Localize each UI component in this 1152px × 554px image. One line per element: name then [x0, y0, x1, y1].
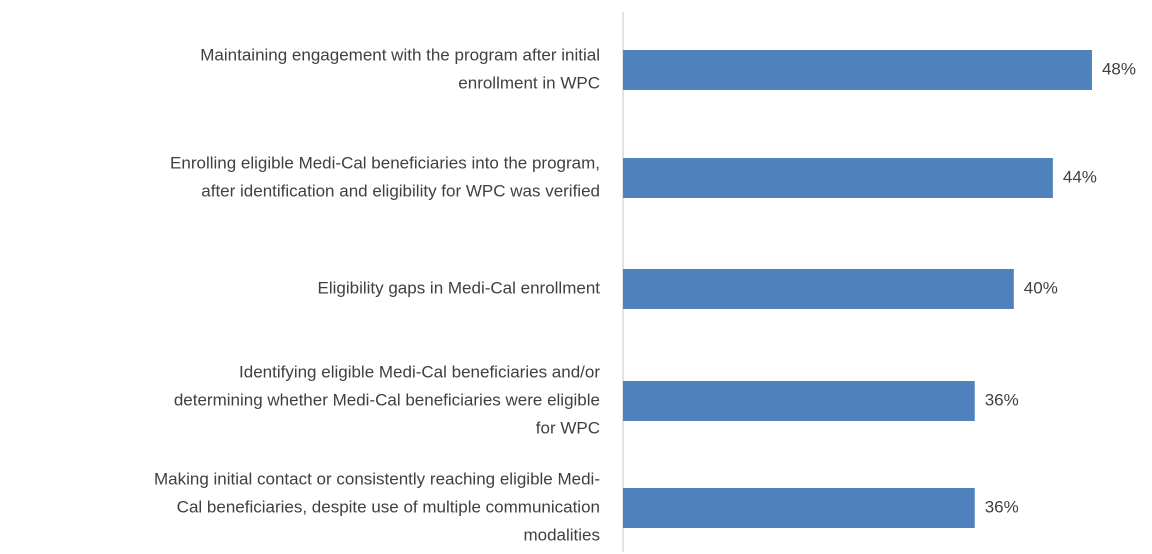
- category-label: after identification and eligibility for…: [201, 181, 600, 200]
- category-label: modalities: [523, 525, 600, 544]
- value-label: 36%: [985, 390, 1019, 409]
- bar: [623, 381, 975, 421]
- category-label: enrollment in WPC: [458, 73, 600, 92]
- category-label: determining whether Medi-Cal beneficiari…: [174, 390, 600, 409]
- value-label: 44%: [1063, 167, 1097, 186]
- bar: [623, 158, 1053, 198]
- category-label: Eligibility gaps in Medi-Cal enrollment: [317, 278, 600, 297]
- bar: [623, 269, 1014, 309]
- category-label: Making initial contact or consistently r…: [154, 469, 600, 488]
- bar: [623, 50, 1092, 90]
- category-label: Cal beneficiaries, despite use of multip…: [177, 497, 600, 516]
- category-label: Identifying eligible Medi-Cal beneficiar…: [239, 362, 600, 381]
- value-label: 36%: [985, 497, 1019, 516]
- value-label: 48%: [1102, 59, 1136, 78]
- bar: [623, 488, 975, 528]
- category-label: Enrolling eligible Medi-Cal beneficiarie…: [170, 153, 600, 172]
- category-label: for WPC: [536, 418, 600, 437]
- value-label: 40%: [1024, 278, 1058, 297]
- category-label: Maintaining engagement with the program …: [200, 45, 600, 64]
